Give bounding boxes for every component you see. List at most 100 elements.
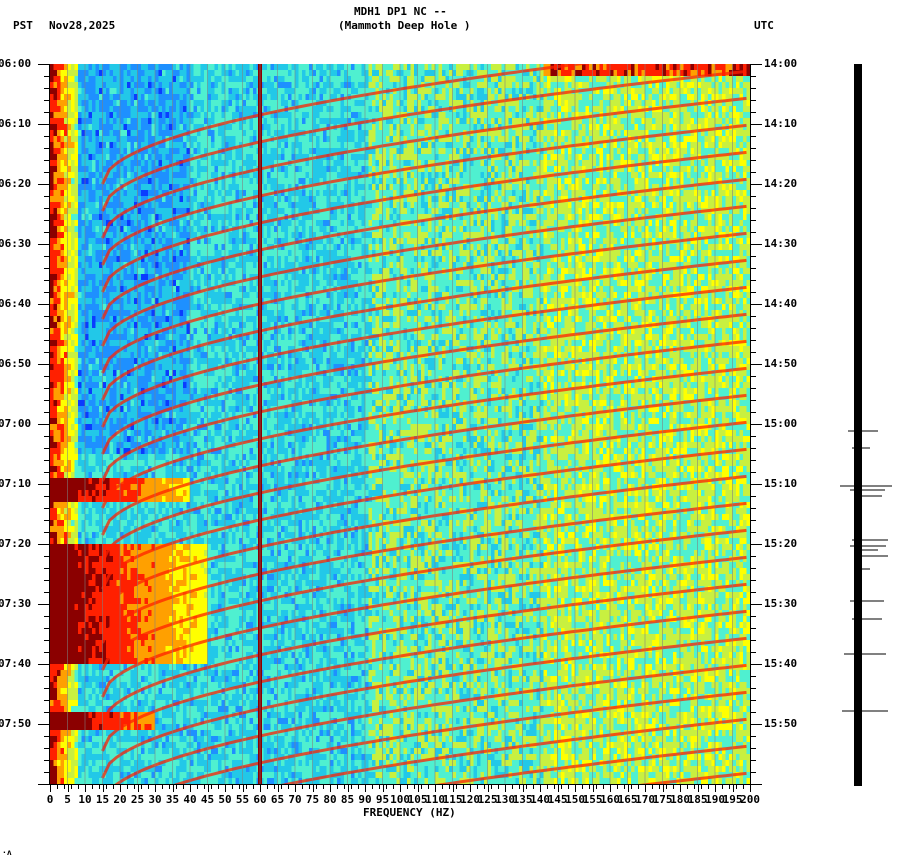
- frequency-tick-label: 15: [96, 794, 109, 806]
- left-tick: [44, 328, 50, 329]
- frequency-tick-label: 195: [723, 794, 743, 806]
- left-time-label: 07:00: [0, 418, 31, 430]
- frequency-tick-label: 190: [705, 794, 725, 806]
- x-tick: [347, 784, 349, 792]
- left-tick: [44, 568, 50, 569]
- frequency-tick-label: 180: [670, 794, 690, 806]
- x-minor-tick: [638, 784, 639, 789]
- x-minor-tick: [393, 784, 394, 789]
- x-tick: [242, 784, 244, 792]
- right-tick: [750, 544, 762, 545]
- x-tick: [557, 784, 559, 792]
- left-tick: [38, 544, 50, 545]
- right-time-label: 15:10: [764, 478, 797, 490]
- left-tick: [44, 616, 50, 617]
- right-tick: [750, 412, 756, 413]
- right-tick: [750, 172, 756, 173]
- right-tick: [750, 64, 762, 65]
- x-tick: [85, 784, 86, 792]
- right-tick: [750, 364, 762, 365]
- x-minor-tick: [463, 784, 464, 789]
- x-minor-tick: [183, 784, 184, 789]
- x-minor-tick: [421, 784, 422, 789]
- right-tick: [750, 376, 756, 377]
- right-tick: [750, 784, 762, 785]
- x-minor-tick: [162, 784, 163, 789]
- frequency-tick-label: 45: [201, 794, 214, 806]
- frequency-tick-label: 160: [600, 794, 620, 806]
- left-tick: [44, 712, 50, 713]
- footer-mark: ·ʌ: [2, 848, 12, 857]
- frequency-tick-label: 100: [390, 794, 410, 806]
- right-tick: [750, 424, 762, 425]
- x-minor-tick: [274, 784, 275, 789]
- x-tick: [715, 784, 716, 792]
- right-tick: [750, 100, 756, 101]
- right-tick: [750, 520, 756, 521]
- right-tick: [750, 640, 756, 641]
- left-tick: [38, 64, 50, 65]
- x-minor-tick: [617, 784, 618, 789]
- frequency-tick-label: 40: [183, 794, 196, 806]
- left-tick: [38, 784, 50, 785]
- right-tick: [750, 568, 756, 569]
- x-tick: [645, 784, 646, 792]
- station-title: MDH1 DP1 NC --: [354, 5, 447, 18]
- x-minor-tick: [736, 784, 737, 789]
- left-tick: [44, 652, 50, 653]
- x-minor-tick: [78, 784, 79, 789]
- left-tick: [44, 400, 50, 401]
- x-tick: [627, 784, 629, 792]
- right-tick: [750, 616, 756, 617]
- frequency-tick-label: 65: [271, 794, 284, 806]
- x-tick: [190, 784, 191, 792]
- left-tick: [44, 268, 50, 269]
- left-tick: [44, 760, 50, 761]
- left-tick: [38, 604, 50, 605]
- left-time-label: 06:20: [0, 178, 31, 190]
- right-tick: [750, 556, 756, 557]
- x-minor-tick: [491, 784, 492, 789]
- x-tick: [102, 784, 104, 792]
- x-minor-tick: [743, 784, 744, 789]
- frequency-tick-label: 140: [530, 794, 550, 806]
- frequency-tick-label: 80: [323, 794, 336, 806]
- x-minor-tick: [449, 784, 450, 789]
- right-tick: [750, 652, 756, 653]
- right-tick: [750, 712, 756, 713]
- left-time-label: 06:50: [0, 358, 31, 370]
- x-tick: [382, 784, 384, 792]
- right-tick: [750, 700, 756, 701]
- x-minor-tick: [218, 784, 219, 789]
- left-tick: [38, 304, 50, 305]
- x-minor-tick: [589, 784, 590, 789]
- x-minor-tick: [309, 784, 310, 789]
- right-tick: [750, 316, 756, 317]
- left-tick: [44, 772, 50, 773]
- right-tick: [750, 292, 756, 293]
- x-tick: [207, 784, 209, 792]
- left-tick: [44, 88, 50, 89]
- right-tick: [750, 604, 762, 605]
- x-minor-tick: [526, 784, 527, 789]
- left-tick: [44, 448, 50, 449]
- left-tick: [44, 412, 50, 413]
- frequency-tick-label: 60: [253, 794, 266, 806]
- x-minor-tick: [176, 784, 177, 789]
- left-tick: [38, 664, 50, 665]
- right-timezone: UTC: [754, 19, 774, 32]
- x-tick: [295, 784, 296, 792]
- x-tick: [470, 784, 471, 792]
- x-minor-tick: [141, 784, 142, 789]
- frequency-tick-label: 200: [740, 794, 760, 806]
- frequency-tick-label: 125: [478, 794, 498, 806]
- left-tick: [44, 436, 50, 437]
- x-minor-tick: [477, 784, 478, 789]
- x-tick: [575, 784, 576, 792]
- left-tick: [44, 172, 50, 173]
- right-time-label: 14:20: [764, 178, 797, 190]
- right-tick: [750, 736, 756, 737]
- x-minor-tick: [106, 784, 107, 789]
- x-minor-tick: [379, 784, 380, 789]
- right-time-label: 15:30: [764, 598, 797, 610]
